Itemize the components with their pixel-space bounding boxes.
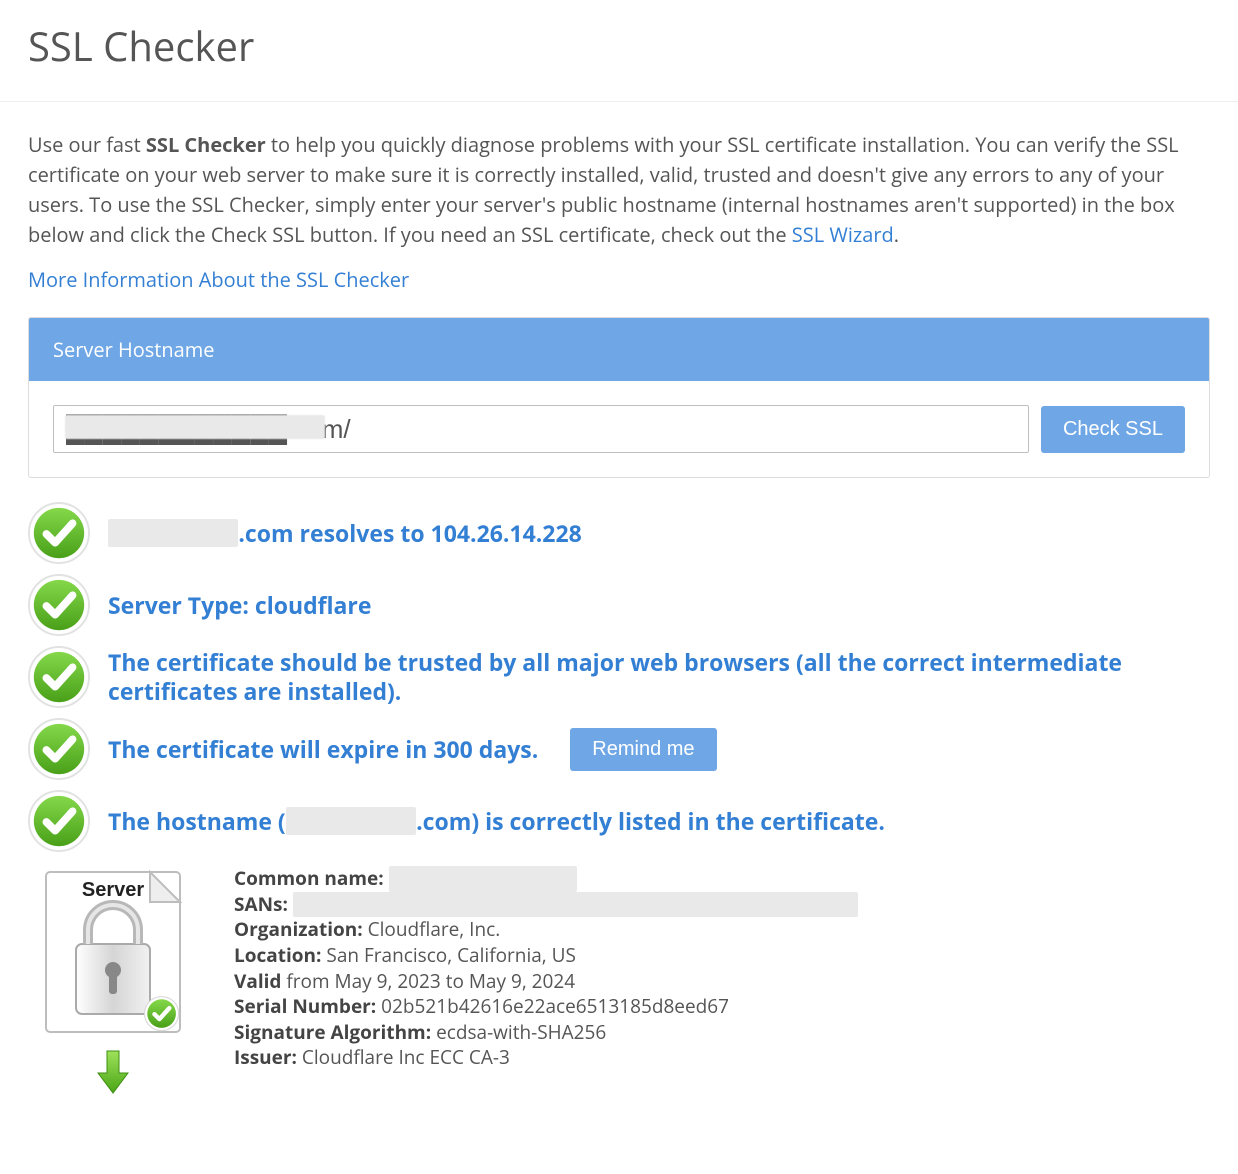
svg-text:Server: Server [82, 879, 144, 901]
remind-me-button[interactable]: Remind me [570, 728, 716, 771]
intro-pre: Use our fast [28, 131, 146, 158]
result-row: The certificate should be trusted by all… [28, 646, 1210, 708]
more-info-link[interactable]: More Information About the SSL Checker [28, 266, 409, 293]
result-row: Server Type: cloudflare [28, 574, 1210, 636]
intro-paragraph: Use our fast SSL Checker to help you qui… [28, 130, 1210, 250]
check-icon [28, 646, 90, 708]
certificate-details: Server Common name: ██████████████ [28, 866, 1210, 1095]
detail-serial-label: Serial Number: [234, 993, 376, 1019]
detail-org-value: Cloudflare, Inc. [368, 916, 501, 942]
ssl-wizard-link[interactable]: SSL Wizard [792, 221, 894, 248]
down-arrow-icon [96, 1049, 130, 1095]
check-icon [28, 718, 90, 780]
result-text: The certificate should be trusted by all… [108, 648, 1210, 706]
result-text: ████████.com resolves to 104.26.14.228 [108, 519, 582, 548]
detail-issuer-value: Cloudflare Inc ECC CA-3 [302, 1044, 510, 1070]
intro-tail: . [894, 221, 899, 248]
result-row: ████████.com resolves to 104.26.14.228 [28, 502, 1210, 564]
detail-sig-label: Signature Algorithm: [234, 1019, 431, 1045]
detail-valid-value: from May 9, 2023 to May 9, 2024 [286, 968, 575, 994]
intro-bold: SSL Checker [146, 131, 266, 158]
result-text: The certificate will expire in 300 days. [108, 735, 538, 764]
result-row: The hostname (████████.com) is correctly… [28, 790, 1210, 852]
detail-valid-label: Valid [234, 968, 281, 994]
check-ssl-button[interactable]: Check SSL [1041, 406, 1185, 453]
detail-common-name-value: ██████████████ [389, 866, 577, 892]
check-icon [28, 502, 90, 564]
detail-loc-value: San Francisco, California, US [326, 942, 576, 968]
detail-sans-value: ████████████████████████████████████████… [293, 892, 858, 918]
detail-sans-label: SANs: [234, 891, 288, 917]
detail-loc-label: Location: [234, 942, 321, 968]
divider [0, 101, 1238, 102]
panel-header: Server Hostname [29, 318, 1209, 381]
server-lock-icon: Server [38, 866, 188, 1041]
check-icon [28, 790, 90, 852]
page-title: SSL Checker [28, 18, 1210, 73]
detail-common-name-label: Common name: [234, 865, 384, 891]
detail-serial-value: 02b521b42616e22ace6513185d8eed67 [381, 993, 729, 1019]
detail-org-label: Organization: [234, 916, 363, 942]
hostname-input[interactable] [53, 405, 1029, 453]
detail-issuer-label: Issuer: [234, 1044, 297, 1070]
hostname-panel: Server Hostname Check SSL [28, 317, 1210, 478]
result-row: The certificate will expire in 300 days.… [28, 718, 1210, 780]
result-text: The hostname (████████.com) is correctly… [108, 807, 885, 836]
check-icon [28, 574, 90, 636]
result-text: Server Type: cloudflare [108, 591, 371, 620]
detail-sig-value: ecdsa-with-SHA256 [436, 1019, 606, 1045]
